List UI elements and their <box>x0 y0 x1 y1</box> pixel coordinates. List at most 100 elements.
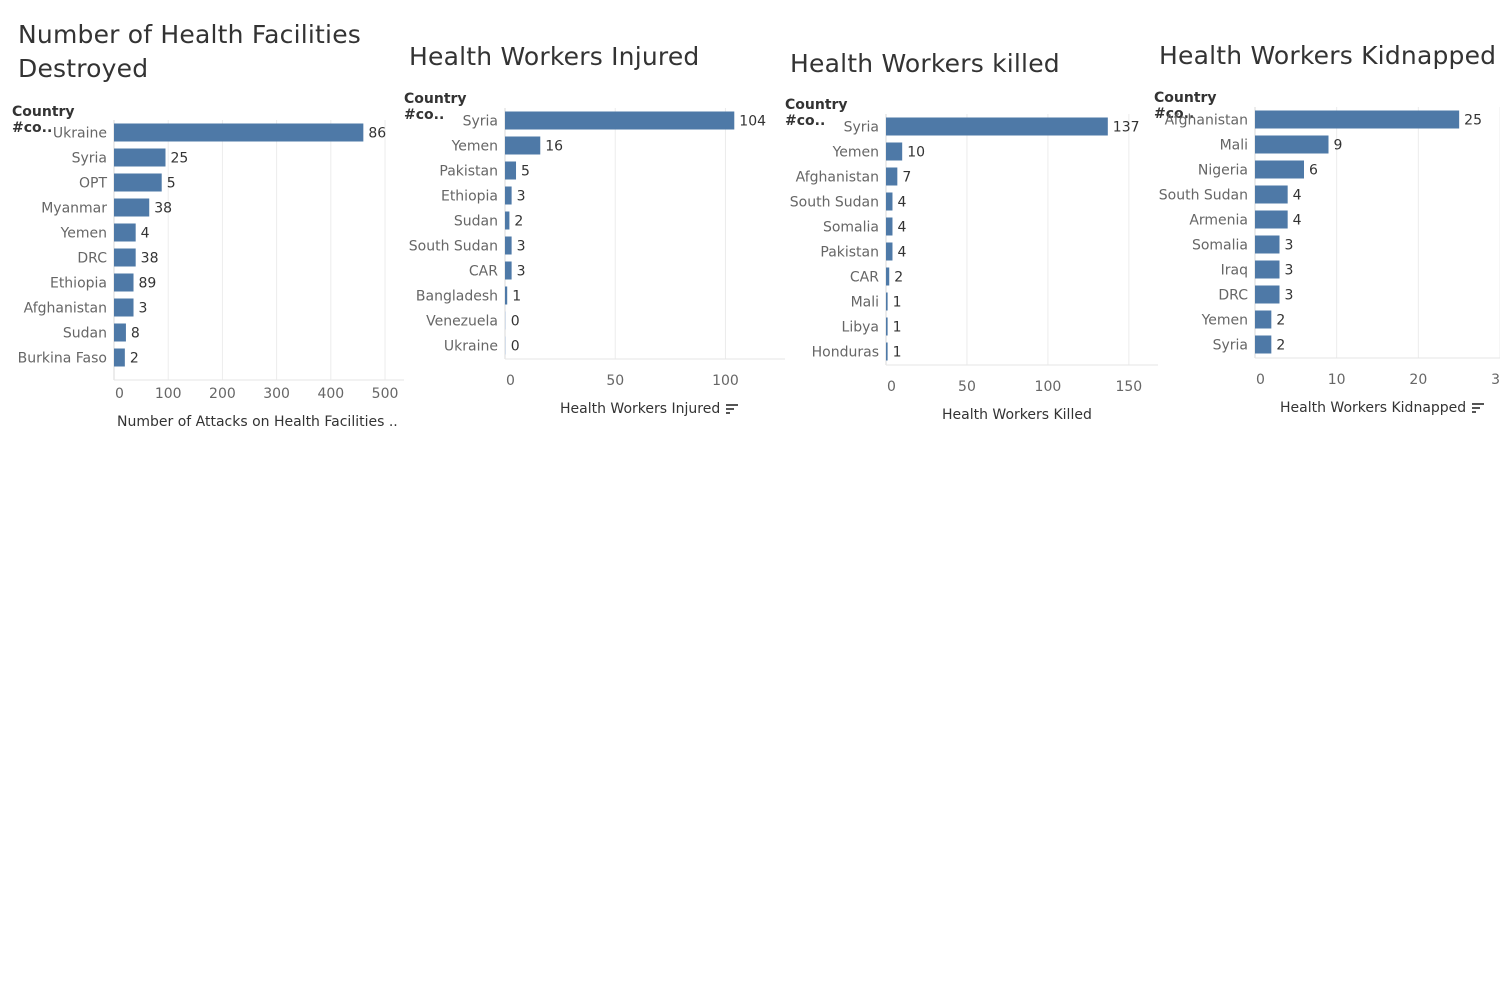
category-label: South Sudan <box>409 239 498 255</box>
bar[interactable] <box>114 348 125 367</box>
bar[interactable] <box>1255 310 1272 329</box>
chart-title: Health Workers Injured <box>409 42 700 71</box>
category-label: Syria <box>72 151 107 167</box>
bar[interactable] <box>505 236 512 255</box>
bar[interactable] <box>505 261 512 280</box>
bar[interactable] <box>886 142 903 161</box>
category-label: DRC <box>1218 288 1248 304</box>
data-label: 16 <box>545 139 563 155</box>
row-header[interactable]: Country #co.. <box>404 91 467 123</box>
x-axis-title[interactable]: Health Workers Kidnapped <box>1280 400 1485 416</box>
data-label: 4 <box>897 220 906 236</box>
data-label: 0 <box>511 339 520 355</box>
x-tick-label: 100 <box>155 386 182 402</box>
bar[interactable] <box>1255 160 1304 179</box>
x-tick-label: 50 <box>606 373 624 389</box>
sort-descending-icon[interactable] <box>1472 403 1485 413</box>
x-tick-label: 20 <box>1409 372 1427 388</box>
bar[interactable] <box>1255 135 1329 154</box>
x-axis-title[interactable]: Health Workers Killed <box>942 407 1092 423</box>
x-tick-label: 0 <box>887 379 896 395</box>
category-label: Burkina Faso <box>18 351 107 367</box>
bar[interactable] <box>1255 110 1460 129</box>
bar[interactable] <box>1255 185 1288 204</box>
data-label: 0 <box>511 314 520 330</box>
data-label: 8 <box>131 326 140 342</box>
category-label: Afghanistan <box>24 301 107 317</box>
bar-chart-workers-kidnapped[interactable]: Afghanistan 25 Mali 9 Nigeria 6 South Sudan 4 Ar… <box>1150 107 1500 397</box>
bar[interactable] <box>886 267 890 286</box>
category-label: Yemen <box>451 139 498 155</box>
row-header[interactable]: Country #co.. <box>12 104 75 136</box>
bar[interactable] <box>886 317 888 336</box>
bar[interactable] <box>1255 285 1280 304</box>
category-label: Yemen <box>60 226 107 242</box>
x-tick-label: 300 <box>263 386 290 402</box>
category-label: Iraq <box>1221 263 1248 279</box>
bar[interactable] <box>886 117 1108 136</box>
x-axis-title[interactable]: Number of Attacks on Health Facilities .… <box>117 414 398 430</box>
data-label: 5 <box>521 164 530 180</box>
bar[interactable] <box>505 286 508 305</box>
data-label: 3 <box>1285 288 1294 304</box>
bar[interactable] <box>886 242 893 261</box>
bar[interactable] <box>1255 260 1280 279</box>
bar[interactable] <box>114 123 364 142</box>
x-tick-label: 10 <box>1328 372 1346 388</box>
data-label: 2 <box>514 214 523 230</box>
category-label: Honduras <box>812 345 879 361</box>
data-label: 89 <box>139 276 157 292</box>
bar[interactable] <box>505 161 517 180</box>
data-label: 10 <box>907 145 925 161</box>
data-label: 5 <box>167 176 176 192</box>
category-label: Pakistan <box>820 245 879 261</box>
category-label: Nigeria <box>1198 163 1248 179</box>
x-axis-title-text: Number of Attacks on Health Facilities .… <box>117 414 398 430</box>
category-label: Ukraine <box>53 126 107 142</box>
row-header[interactable]: Country #co.. <box>785 97 848 129</box>
bar[interactable] <box>1255 235 1280 254</box>
data-label: 4 <box>1293 188 1302 204</box>
data-label: 38 <box>141 251 159 267</box>
category-label: Mali <box>1220 138 1248 154</box>
x-tick-label: 100 <box>1035 379 1062 395</box>
data-label: 2 <box>1276 313 1285 329</box>
bar[interactable] <box>505 111 735 130</box>
data-label: 3 <box>517 239 526 255</box>
bar[interactable] <box>505 186 512 205</box>
bar[interactable] <box>114 173 162 192</box>
bar[interactable] <box>114 248 136 267</box>
bar[interactable] <box>886 217 893 236</box>
x-axis-title[interactable]: Health Workers Injured <box>560 401 739 417</box>
category-label: Bangladesh <box>416 289 498 305</box>
bar[interactable] <box>1255 335 1272 354</box>
bar[interactable] <box>505 311 506 330</box>
category-label: South Sudan <box>1159 188 1248 204</box>
bar[interactable] <box>114 323 126 342</box>
bar-chart-workers-injured[interactable]: Syria 104 Yemen 16 Pakistan 5 Ethiopia 3 Sudan 2S… <box>400 108 785 398</box>
x-tick-label: 200 <box>209 386 236 402</box>
chart-title: Health Workers Kidnapped <box>1159 41 1497 70</box>
category-label: Mali <box>851 295 879 311</box>
bar[interactable] <box>505 211 510 230</box>
bar[interactable] <box>505 336 506 355</box>
bar[interactable] <box>886 167 898 186</box>
category-label: Armenia <box>1189 213 1248 229</box>
sort-descending-icon[interactable] <box>726 404 739 414</box>
x-axis-title-text: Health Workers Killed <box>942 407 1092 423</box>
bar[interactable] <box>886 192 893 211</box>
bar[interactable] <box>114 273 134 292</box>
row-header[interactable]: Country #co.. <box>1154 90 1217 122</box>
bar[interactable] <box>114 223 136 242</box>
bar[interactable] <box>886 292 888 311</box>
bar[interactable] <box>114 298 134 317</box>
bar[interactable] <box>114 148 166 167</box>
x-tick-label: 400 <box>317 386 344 402</box>
bar[interactable] <box>886 342 888 361</box>
bar[interactable] <box>1255 210 1288 229</box>
bar[interactable] <box>505 136 541 155</box>
category-label: Afghanistan <box>796 170 879 186</box>
bar[interactable] <box>114 198 150 217</box>
